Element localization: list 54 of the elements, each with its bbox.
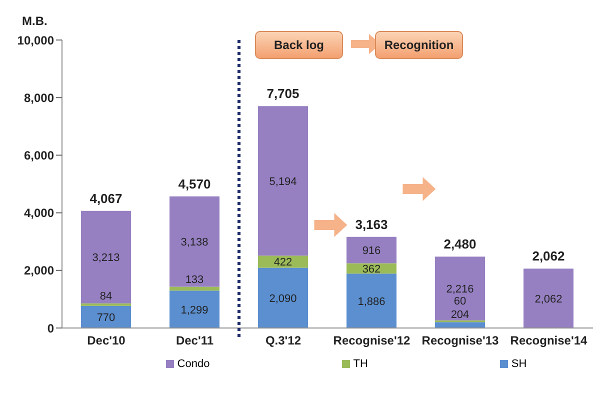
data-label: 133 <box>185 274 204 286</box>
bar <box>435 256 485 320</box>
bar <box>258 256 308 268</box>
y-tick-label: 4,000 <box>24 206 54 220</box>
total-label: 2,480 <box>444 236 476 252</box>
data-label: 770 <box>96 312 116 324</box>
total-label: 7,705 <box>266 86 300 102</box>
data-label: 60 <box>454 295 466 308</box>
bar <box>346 236 396 264</box>
bar <box>258 106 308 256</box>
total-label: 3,163 <box>355 216 388 232</box>
bar <box>81 306 131 328</box>
bar <box>170 196 220 287</box>
data-label: 2,090 <box>269 292 297 305</box>
y-tick-label: 2,000 <box>24 264 54 278</box>
y-tick-label: 8,000 <box>24 90 54 105</box>
y-axis-title: M.B. <box>22 14 48 28</box>
y-tick-label: 6,000 <box>24 148 54 162</box>
bar <box>346 274 396 328</box>
data-label: 916 <box>362 245 381 258</box>
total-label: 4,067 <box>90 190 122 206</box>
data-label: 3,213 <box>92 252 120 264</box>
x-tick-label: Dec'11 <box>176 334 214 348</box>
annotation: Recognition <box>375 31 463 59</box>
data-label: 2,216 <box>446 283 474 296</box>
annotation: Back log <box>255 31 343 59</box>
legend-label: Condo <box>176 358 210 370</box>
bar <box>81 210 131 304</box>
data-label: 422 <box>274 256 292 269</box>
data-label: 5,194 <box>269 176 297 188</box>
bar <box>258 268 308 328</box>
total-label: 4,570 <box>178 176 211 192</box>
bar <box>81 303 131 306</box>
legend-label: TH <box>352 358 368 370</box>
legend-label: SH <box>510 358 527 370</box>
bar <box>435 322 485 328</box>
bar <box>170 290 220 328</box>
x-tick-label: Recognise'14 <box>510 334 588 348</box>
data-label: 362 <box>362 263 381 276</box>
data-label: 84 <box>100 290 112 302</box>
x-tick-label: Dec'10 <box>87 334 126 348</box>
data-label: 3,138 <box>180 236 208 249</box>
bar <box>524 268 574 328</box>
y-tick-label: 0 <box>47 321 54 336</box>
total-label: 2,062 <box>532 248 565 264</box>
x-tick-label: Q.3'12 <box>265 334 302 348</box>
data-label: 204 <box>450 309 470 322</box>
data-label: 1,886 <box>358 296 386 308</box>
y-tick-label: 10,000 <box>17 33 54 48</box>
x-tick-label: Recognise'12 <box>333 334 411 348</box>
data-label: 1,299 <box>180 304 208 316</box>
bar <box>170 286 220 291</box>
data-label: 2,062 <box>534 293 562 306</box>
x-tick-label: Recognise'13 <box>422 334 500 348</box>
